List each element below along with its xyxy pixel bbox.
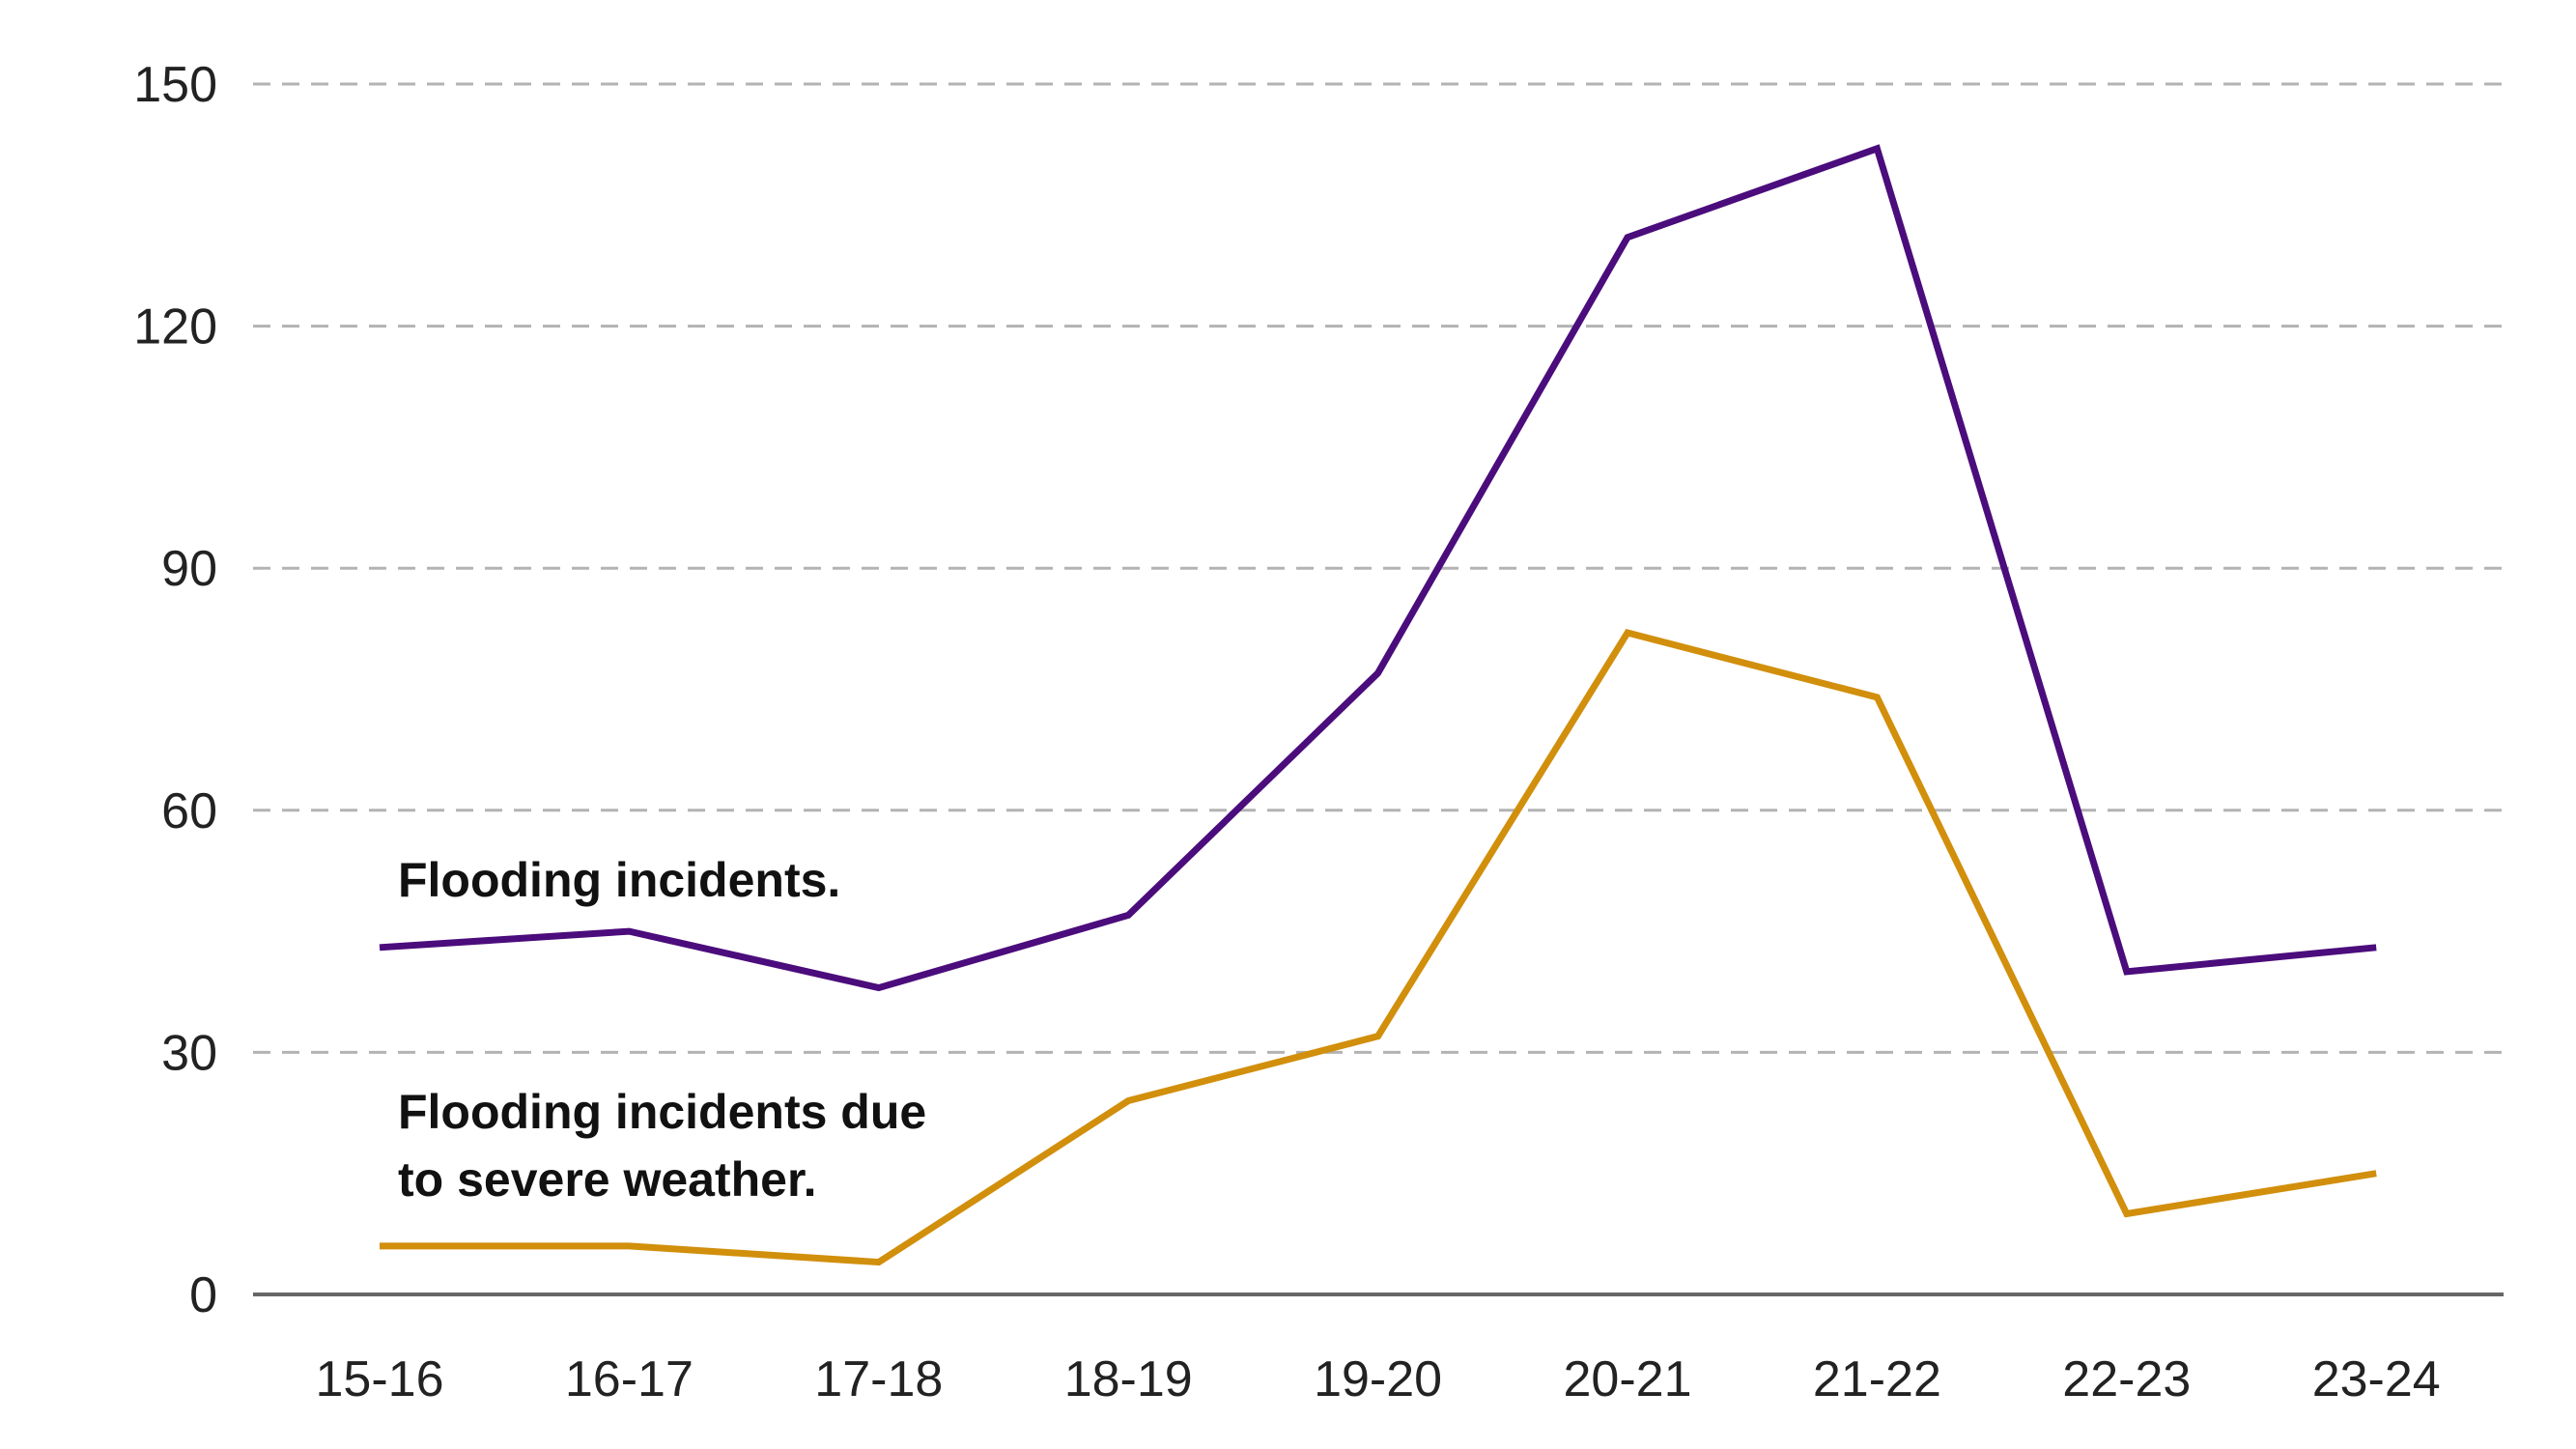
x-tick-label: 20-21 (1564, 1351, 1692, 1407)
x-axis-ticks: 15-16 16-17 17-18 18-19 19-20 20-21 21-22 22-23… (316, 1351, 2441, 1407)
x-tick-label: 15-16 (316, 1351, 444, 1407)
x-tick-label: 16-17 (565, 1351, 694, 1407)
y-tick-label: 0 (189, 1267, 217, 1323)
series-line-1 (380, 628, 2377, 1266)
gridlines (253, 82, 2504, 1296)
y-tick-label: 60 (161, 783, 217, 839)
x-tick-label: 19-20 (1314, 1351, 1442, 1407)
x-tick-label: 18-19 (1064, 1351, 1193, 1407)
y-axis-ticks: 0 30 60 90 120 150 (133, 57, 217, 1323)
y-tick-label: 90 (161, 541, 217, 597)
series-label-severe-weather-line1: Flooding incidents due (398, 1085, 926, 1139)
y-tick-label: 120 (133, 299, 217, 355)
y-tick-label: 150 (133, 57, 217, 113)
y-tick-label: 30 (161, 1025, 217, 1081)
series-line-0 (379, 144, 2377, 992)
x-tick-label: 22-23 (2062, 1351, 2191, 1407)
series-label-flooding: Flooding incidents. (398, 853, 840, 907)
series-label-severe-weather-line2: to severe weather. (398, 1152, 817, 1207)
x-tick-label: 23-24 (2312, 1351, 2441, 1407)
series-lines (379, 144, 2377, 1266)
x-tick-label: 21-22 (1813, 1351, 1941, 1407)
x-tick-label: 17-18 (814, 1351, 943, 1407)
